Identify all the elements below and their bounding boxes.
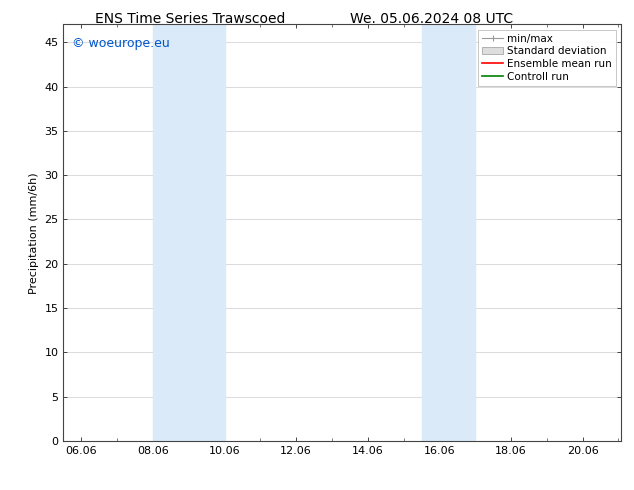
Bar [153,24,224,441]
Text: ENS Time Series Trawscoed: ENS Time Series Trawscoed [95,12,285,26]
Y-axis label: Precipitation (mm/6h): Precipitation (mm/6h) [29,172,39,294]
Text: We. 05.06.2024 08 UTC: We. 05.06.2024 08 UTC [349,12,513,26]
Text: © woeurope.eu: © woeurope.eu [72,37,169,50]
Bar [422,24,476,441]
Legend: min/max, Standard deviation, Ensemble mean run, Controll run: min/max, Standard deviation, Ensemble me… [478,30,616,86]
